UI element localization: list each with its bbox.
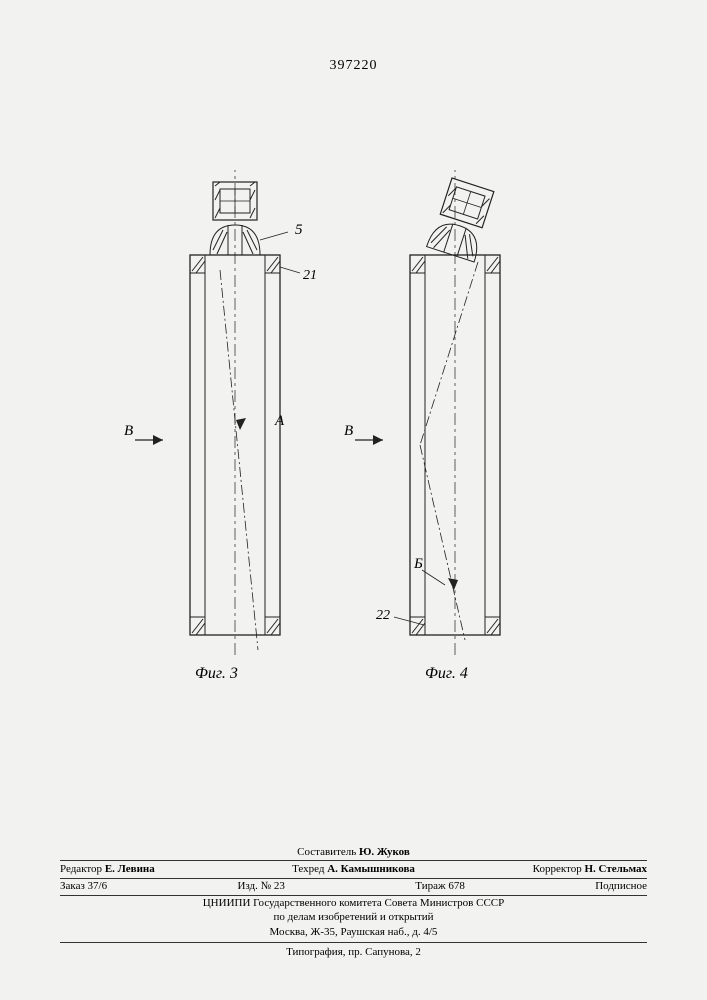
printer-line: Типография, пр. Сапунова, 2 [60, 945, 647, 960]
technical-drawing: 5 21 А В В Б 22 [120, 170, 590, 690]
techred-name: А. Камышникова [327, 863, 415, 875]
order-number: Заказ 37/6 [60, 879, 107, 894]
issue-number: Изд. № 23 [237, 879, 284, 894]
editor-label: Редактор [60, 863, 102, 875]
caption-fig4: Фиг. 4 [425, 665, 468, 683]
label-22: 22 [376, 608, 390, 623]
label-V-left: В [124, 423, 133, 439]
label-A: А [274, 413, 285, 429]
label-21: 21 [303, 268, 317, 283]
org-line2: по делам изобретений и открытий [60, 910, 647, 925]
tirage: Тираж 678 [415, 879, 465, 894]
compiler-label: Составитель [297, 846, 356, 858]
corrector-name: Н. Стельмах [584, 863, 647, 875]
org-line1: ЦНИИПИ Государственного комитета Совета … [60, 896, 647, 911]
label-5: 5 [295, 222, 303, 238]
figures-panel: 5 21 А В В Б 22 Фиг. 3 Фиг. 4 [120, 170, 590, 710]
editor-name: Е. Левина [105, 863, 155, 875]
org-line3: Москва, Ж-35, Раушская наб., д. 4/5 [60, 925, 647, 940]
imprint-block: Составитель Ю. Жуков Редактор Е. Левина … [60, 845, 647, 960]
patent-number: 397220 [0, 58, 707, 74]
compiler-name: Ю. Жуков [359, 846, 410, 858]
subscription: Подписное [595, 879, 647, 894]
label-B: Б [413, 556, 423, 572]
corrector-label: Корректор [533, 863, 582, 875]
label-V-right: В [344, 423, 353, 439]
caption-fig3: Фиг. 3 [195, 665, 238, 683]
techred-label: Техред [292, 863, 324, 875]
